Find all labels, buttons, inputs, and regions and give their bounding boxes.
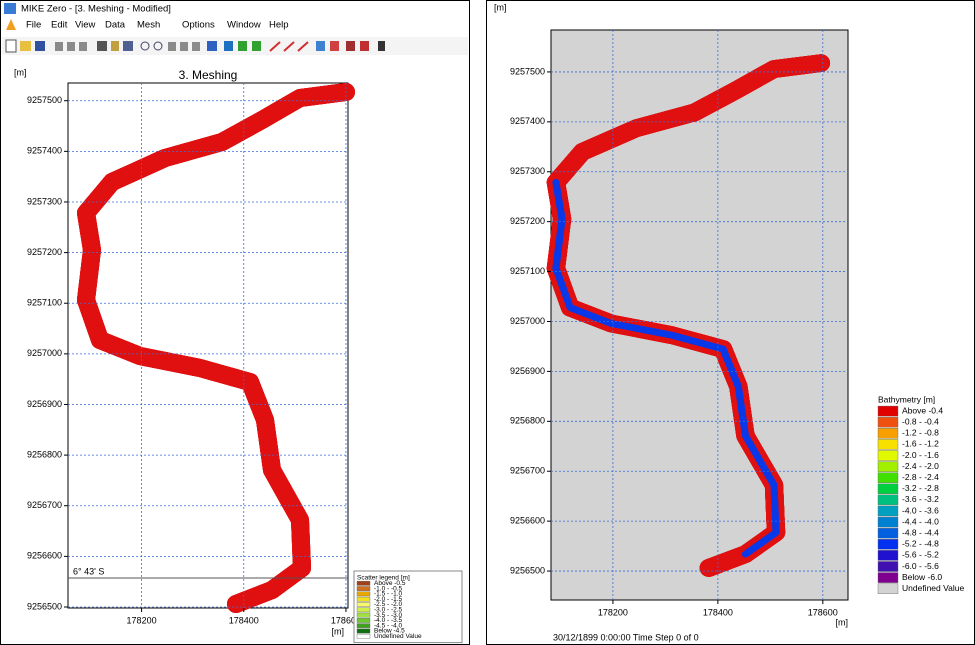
y-unit: [m] (14, 67, 27, 77)
y-tick-label: 9256700 (510, 466, 545, 476)
legend-swatch (878, 462, 898, 472)
y-tick-label: 9257200 (510, 216, 545, 226)
legend-title: Bathymetry [m] (878, 394, 935, 404)
y-tick-label: 9256600 (510, 516, 545, 526)
y-tick-label: 9256700 (27, 500, 62, 510)
legend-swatch (878, 550, 898, 560)
legend-label: -3.2 - -2.8 (902, 483, 939, 493)
y-tick-label: 9257000 (27, 348, 62, 358)
legend-swatch (878, 473, 898, 483)
y-tick-label: 9256800 (27, 449, 62, 459)
menu-item[interactable]: File (26, 20, 41, 31)
x-tick-label: 178400 (229, 615, 259, 625)
legend-swatch (878, 406, 898, 416)
menu-item[interactable]: Options (182, 20, 215, 31)
x-unit: [m] (332, 626, 345, 636)
legend-swatch (878, 539, 898, 549)
y-tick-label: 9256900 (27, 399, 62, 409)
legend-swatch (357, 581, 370, 585)
legend-swatch (357, 613, 370, 617)
menu-item[interactable]: Mesh (137, 20, 160, 31)
legend-label: -4.8 - -4.4 (902, 527, 939, 537)
legend-swatch (357, 629, 370, 633)
x-tick-label: 178400 (703, 607, 733, 617)
y-tick-label: 9257100 (510, 266, 545, 276)
x-unit: [m] (836, 617, 849, 627)
legend-label: -2.0 - -1.6 (902, 450, 939, 460)
plot-title: 3. Meshing (179, 68, 238, 82)
y-tick-label: 9257400 (27, 146, 62, 156)
legend-label: -6.0 - -5.6 (902, 561, 939, 571)
y-unit: [m] (494, 2, 507, 12)
y-tick-label: 9256500 (510, 565, 545, 575)
y-tick-label: 9257000 (510, 316, 545, 326)
legend-swatch (878, 584, 898, 594)
y-tick-label: 9257500 (510, 66, 545, 76)
legend-swatch (357, 586, 370, 590)
latitude-label: 6° 43' S (73, 566, 104, 576)
x-tick-label: 178600 (808, 607, 838, 617)
menu-item[interactable]: Window (227, 20, 261, 31)
x-tick-label: 178200 (127, 615, 157, 625)
legend-label: -3.6 - -3.2 (902, 494, 939, 504)
legend-label: Below -6.0 (902, 572, 942, 582)
legend-box (354, 571, 462, 643)
legend-label: -5.6 - -5.2 (902, 550, 939, 560)
y-tick-label: 9257300 (510, 166, 545, 176)
legend-label: -2.4 - -2.0 (902, 461, 939, 471)
legend-label: -5.2 - -4.8 (902, 539, 939, 549)
y-tick-label: 9256500 (27, 601, 62, 611)
menu-item[interactable]: Help (269, 20, 289, 31)
legend-swatch (878, 506, 898, 516)
y-tick-label: 9257200 (27, 247, 62, 257)
legend-swatch (357, 592, 370, 596)
legend-swatch (878, 495, 898, 505)
y-tick-label: 9256600 (27, 551, 62, 561)
legend-swatch (357, 634, 370, 638)
legend-label: Undefined Value (374, 633, 422, 640)
menu-bar: File Edit View Data Mesh Options Window Help (26, 20, 289, 31)
menu-item[interactable]: View (75, 20, 96, 31)
y-tick-label: 9257300 (27, 196, 62, 206)
legend-swatch (878, 484, 898, 494)
legend-swatch (357, 602, 370, 606)
legend-swatch (878, 439, 898, 449)
app-icon (4, 3, 16, 14)
time-footer: 30/12/1899 0:00:00 Time Step 0 of 0 (553, 632, 699, 642)
legend-label: -4.4 - -4.0 (902, 516, 939, 526)
legend-swatch (357, 597, 370, 601)
legend-label: -1.2 - -0.8 (902, 428, 939, 438)
legend-swatch (878, 573, 898, 583)
legend-label: Undefined Value (902, 583, 964, 593)
legend-label: -0.8 - -0.4 (902, 416, 939, 426)
menu-item[interactable]: Data (105, 20, 126, 31)
y-tick-label: 9257100 (27, 298, 62, 308)
screenshot: MIKE Zero - [3. Meshing - Modified] File… (0, 0, 975, 645)
y-tick-label: 9257500 (27, 95, 62, 105)
legend-swatch (357, 608, 370, 612)
legend-swatch (878, 517, 898, 527)
legend-swatch (878, 450, 898, 460)
legend-swatch (357, 624, 370, 628)
legend-label: -1.6 - -1.2 (902, 439, 939, 449)
legend-label: Above -0.4 (902, 405, 943, 415)
menu-item[interactable]: Edit (51, 20, 68, 31)
legend-swatch (878, 417, 898, 427)
legend-swatch (878, 528, 898, 538)
y-tick-label: 9256800 (510, 416, 545, 426)
legend-swatch (878, 428, 898, 438)
legend-swatch (357, 618, 370, 622)
x-tick-label: 178200 (598, 607, 628, 617)
y-tick-label: 9256900 (510, 366, 545, 376)
window-title: MIKE Zero - [3. Meshing - Modified] (21, 4, 171, 15)
legend-swatch (878, 561, 898, 571)
legend-label: -4.0 - -3.6 (902, 505, 939, 515)
y-tick-label: 9257400 (510, 116, 545, 126)
legend-label: -2.8 - -2.4 (902, 472, 939, 482)
